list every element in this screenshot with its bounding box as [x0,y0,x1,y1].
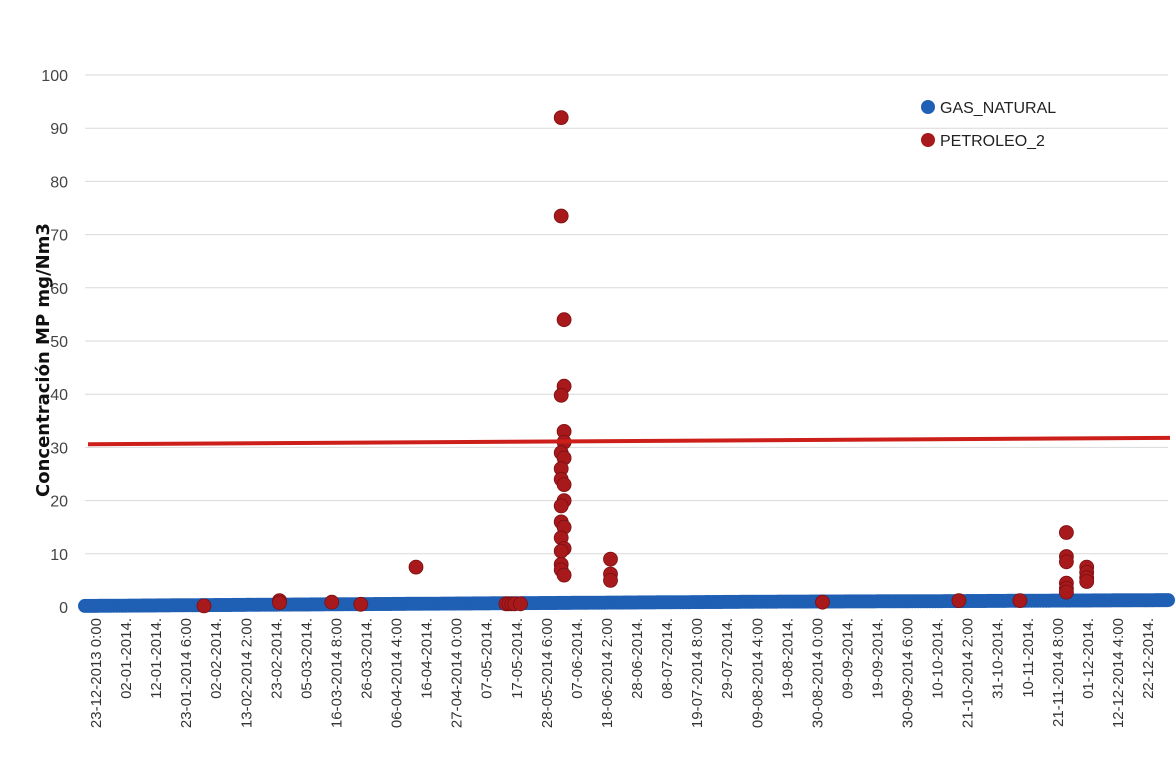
petroleo-2-point [553,208,569,224]
series-gas-natural [78,593,1175,613]
x-tick-label: 19-07-2014 8:00 [689,618,706,728]
petroleo-2-point [603,551,618,567]
y-tick-label: 70 [50,228,68,245]
petroleo-2-point [353,596,369,612]
x-tick-label: 18-06-2014 2:00 [599,618,616,728]
x-tick-label: 16-04-2014. [419,618,436,699]
petroleo-2-point [553,110,569,125]
petroleo-2-point [553,543,569,559]
x-tick-label: 10-11-2014. [1020,618,1037,698]
petroleo-2-point [603,573,618,588]
y-tick-label: 100 [41,68,68,85]
petroleo-2-point [1012,593,1028,608]
petroleo-2-point [1059,525,1074,540]
grid [85,74,1168,608]
petroleo-2-point [324,594,340,610]
gas-natural-point [1161,593,1175,608]
y-axis-ticks: 0 10 20 30 40 50 60 70 80 90 100 [41,68,68,617]
x-tick-label: 07-06-2014. [569,618,586,699]
reference-limit-line [87,435,1171,447]
y-axis-label: Concentración MP mg/Nm3 [33,223,54,497]
petroleo-2-point [513,596,528,612]
x-tick-label: 30-08-2014 0:00 [809,618,826,728]
x-tick-label: 02-02-2014. [208,618,225,699]
y-tick-label: 60 [50,281,68,298]
x-tick-label: 31-10-2014. [990,618,1007,699]
x-tick-label: 19-09-2014. [869,618,886,699]
legend-label-petroleo: PETROLEO_2 [940,133,1045,150]
x-tick-label: 01-12-2014. [1080,618,1097,699]
x-tick-label: 28-06-2014. [629,618,646,699]
x-tick-label: 09-09-2014. [839,618,856,699]
legend: GAS_NATURAL PETROLEO_2 [921,100,1056,150]
x-tick-label: 13-02-2014 2:00 [238,618,255,728]
x-tick-label: 17-05-2014. [509,618,526,699]
x-tick-label: 28-05-2014 6:00 [539,618,556,728]
x-tick-label: 22-12-2014. [1140,618,1157,699]
y-tick-label: 50 [50,334,68,351]
x-tick-label: 23-01-2014 6:00 [178,618,195,728]
y-tick-label: 80 [50,174,68,191]
petroleo-2-point [553,498,569,514]
x-tick-label: 05-03-2014. [298,618,315,699]
x-tick-label: 19-08-2014. [779,618,796,699]
petroleo-2-point [951,593,967,608]
x-tick-label: 16-03-2014 8:00 [328,618,345,728]
y-tick-label: 30 [50,440,68,457]
petroleo-2-point [408,559,424,575]
x-tick-label: 27-04-2014 0:00 [449,618,466,728]
x-tick-label: 12-01-2014. [148,618,165,699]
petroleo-2-point [553,387,569,403]
x-tick-label: 21-11-2014 8:00 [1050,618,1067,727]
x-tick-label: 10-10-2014. [930,618,947,699]
y-tick-label: 90 [50,121,68,138]
petroleo-2-point [556,567,572,583]
x-axis-ticks: 23-12-2013 0:00 02-01-2014. 12-01-2014. 23-… [88,618,1157,728]
legend-marker-gas [921,100,935,114]
x-tick-label: 23-02-2014. [268,618,285,699]
legend-marker-petroleo [921,133,935,147]
x-tick-label: 23-12-2013 0:00 [88,618,105,728]
petroleo-2-point [196,598,212,614]
y-tick-label: 40 [50,387,68,404]
series-petroleo-2 [196,110,1095,614]
petroleo-2-point [556,312,572,328]
x-tick-label: 21-10-2014 2:00 [960,618,977,728]
petroleo-2-point [1059,554,1074,570]
x-tick-label: 30-09-2014 6:00 [900,618,917,728]
x-tick-label: 06-04-2014 4:00 [389,618,406,728]
x-tick-label: 07-05-2014. [479,618,496,699]
x-tick-label: 02-01-2014. [118,618,135,699]
x-tick-label: 08-07-2014. [659,618,676,699]
legend-label-gas: GAS_NATURAL [940,100,1056,117]
y-tick-label: 20 [50,494,68,511]
petroleo-2-point [272,595,287,611]
petroleo-2-point [1079,574,1095,589]
x-tick-label: 12-12-2014 4:00 [1110,618,1127,728]
x-tick-label: 09-08-2014 4:00 [749,618,766,728]
x-tick-label: 29-07-2014. [719,618,736,699]
petroleo-2-point [1059,584,1074,600]
petroleo-2-point [556,477,572,493]
y-tick-label: 0 [59,600,68,617]
y-tick-label: 10 [50,547,68,564]
petroleo-2-point [815,594,830,610]
x-tick-label: 26-03-2014. [359,618,376,699]
